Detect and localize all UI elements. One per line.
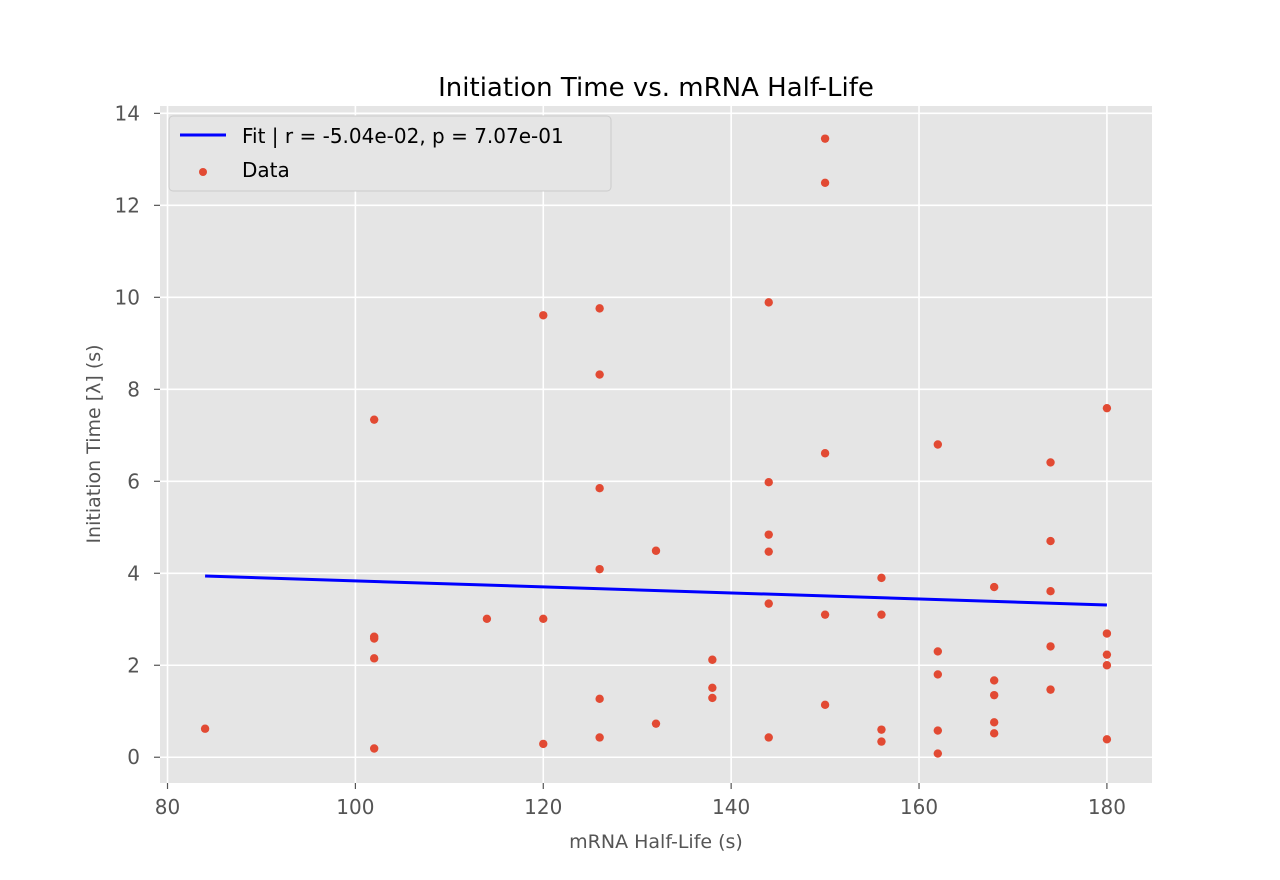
data-point bbox=[1046, 587, 1055, 596]
data-point bbox=[1046, 642, 1055, 651]
y-axis-label: Initiation Time [λ] (s) bbox=[83, 344, 105, 543]
data-point bbox=[1102, 650, 1112, 659]
data-point bbox=[369, 744, 379, 753]
data-point bbox=[1046, 685, 1055, 694]
data-point bbox=[595, 733, 604, 742]
data-point bbox=[1102, 661, 1112, 670]
data-point bbox=[933, 647, 943, 656]
y-tick-label: 12 bbox=[115, 193, 140, 217]
plot-background bbox=[160, 106, 1152, 783]
data-point bbox=[369, 654, 379, 663]
data-point bbox=[651, 546, 661, 555]
data-point bbox=[820, 610, 830, 619]
x-axis-label: mRNA Half-Life (s) bbox=[569, 831, 743, 853]
data-point bbox=[989, 690, 999, 700]
x-tick-label: 80 bbox=[155, 795, 180, 819]
data-point bbox=[651, 719, 661, 728]
data-point bbox=[764, 478, 773, 487]
grid-lines bbox=[160, 106, 1152, 783]
y-tick-label: 4 bbox=[127, 561, 140, 585]
data-point bbox=[595, 370, 604, 379]
data-point bbox=[764, 298, 773, 307]
data-point bbox=[933, 670, 943, 679]
y-tick-label: 10 bbox=[115, 285, 140, 309]
data-point bbox=[708, 693, 717, 703]
data-point bbox=[820, 700, 830, 710]
x-tick-label: 140 bbox=[712, 795, 750, 819]
data-point bbox=[877, 737, 886, 746]
data-point bbox=[764, 733, 773, 742]
data-point bbox=[933, 440, 943, 449]
data-point bbox=[1102, 403, 1112, 413]
data-point bbox=[595, 564, 604, 574]
data-point bbox=[595, 694, 604, 704]
data-point bbox=[989, 676, 999, 685]
legend-data-label: Data bbox=[242, 158, 290, 182]
y-tick-label: 2 bbox=[127, 653, 140, 677]
data-point bbox=[539, 739, 548, 749]
data-point bbox=[764, 599, 773, 608]
y-tick-label: 14 bbox=[115, 101, 140, 125]
x-tick-label: 120 bbox=[524, 795, 562, 819]
data-point bbox=[708, 655, 717, 664]
data-point bbox=[933, 749, 943, 758]
data-point bbox=[595, 483, 604, 493]
legend-box bbox=[168, 115, 612, 192]
data-point bbox=[1046, 536, 1055, 546]
data-point bbox=[1102, 629, 1112, 638]
chart-title: Initiation Time vs. mRNA Half-Life bbox=[438, 73, 874, 103]
data-point bbox=[200, 724, 210, 733]
data-point bbox=[1046, 458, 1055, 467]
legend: Fit | r = -5.04e-02, p = 7.07e-01 Data bbox=[168, 115, 612, 192]
legend-data-swatch bbox=[199, 168, 207, 176]
y-tick-label: 0 bbox=[127, 745, 140, 769]
data-point bbox=[708, 683, 717, 692]
data-point bbox=[877, 725, 886, 734]
data-point bbox=[989, 582, 999, 592]
data-point bbox=[989, 718, 999, 727]
data-point bbox=[989, 729, 999, 738]
data-point bbox=[820, 449, 830, 458]
data-point bbox=[1102, 735, 1112, 744]
x-tick-label: 100 bbox=[336, 795, 374, 819]
data-point bbox=[539, 614, 548, 624]
y-tick-label: 8 bbox=[127, 377, 140, 401]
data-point bbox=[820, 134, 830, 143]
data-point bbox=[369, 634, 379, 643]
legend-fit-label: Fit | r = -5.04e-02, p = 7.07e-01 bbox=[242, 124, 564, 148]
fit-line bbox=[205, 574, 1107, 607]
data-point bbox=[764, 547, 773, 556]
data-point bbox=[933, 726, 943, 735]
data-point bbox=[820, 178, 830, 188]
data-point bbox=[764, 530, 773, 539]
chart-marks bbox=[200, 134, 1112, 758]
x-tick-label: 180 bbox=[1088, 795, 1126, 819]
data-point bbox=[369, 415, 379, 424]
data-point bbox=[595, 304, 604, 313]
y-tick-label: 6 bbox=[127, 469, 140, 493]
x-tick-label: 160 bbox=[900, 795, 938, 819]
data-point bbox=[539, 311, 548, 320]
data-point bbox=[877, 610, 886, 619]
data-point bbox=[482, 614, 492, 624]
data-point bbox=[877, 573, 886, 583]
axis-ticks: 80 100 120 140 160 180 0 2 4 6 8 10 12 14 bbox=[115, 101, 1126, 819]
